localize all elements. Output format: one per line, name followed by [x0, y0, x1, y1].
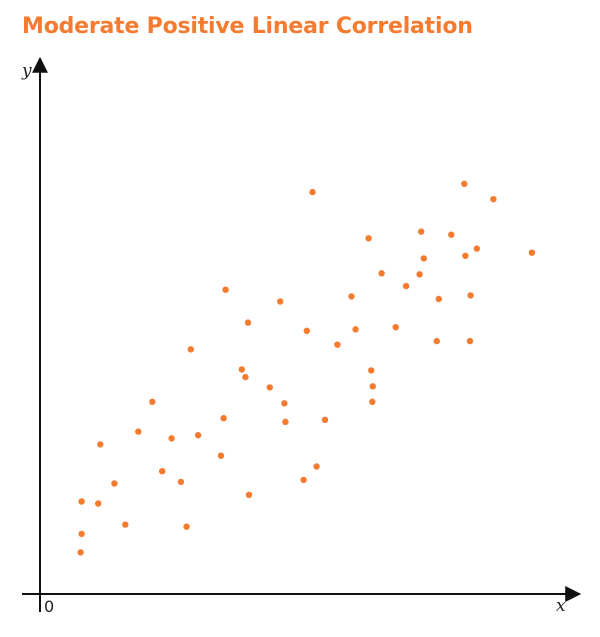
data-point-10 [159, 468, 166, 475]
data-point-17 [220, 415, 227, 422]
data-point-47 [448, 231, 455, 238]
data-point-54 [528, 249, 536, 256]
data-point-6 [111, 480, 118, 487]
data-point-31 [321, 416, 329, 423]
data-point-37 [369, 383, 376, 390]
data-point-33 [348, 293, 355, 300]
data-point-26 [282, 418, 289, 425]
y-axis-label: y [21, 61, 32, 81]
data-point-27 [300, 476, 307, 484]
data-point-50 [466, 337, 474, 345]
data-point-43 [418, 228, 425, 235]
data-point-51 [467, 292, 474, 299]
data-point-14 [187, 346, 194, 353]
data-point-28 [303, 327, 310, 334]
data-point-32 [334, 341, 341, 348]
data-point-42 [416, 271, 423, 278]
data-point-12 [177, 478, 185, 486]
data-point-18 [222, 286, 229, 293]
data-point-5 [97, 441, 104, 448]
data-point-49 [462, 252, 469, 259]
data-point-36 [368, 367, 375, 374]
data-point-4 [95, 500, 102, 507]
data-point-24 [277, 298, 284, 305]
x-axis-label: x [556, 596, 566, 616]
chart-title: Moderate Positive Linear Correlation [22, 14, 473, 39]
data-point-30 [313, 463, 320, 470]
data-point-8 [135, 428, 142, 435]
data-point-16 [217, 452, 225, 459]
data-point-21 [244, 319, 252, 326]
data-point-46 [435, 295, 442, 303]
data-point-7 [122, 521, 129, 528]
data-point-1 [77, 549, 84, 556]
data-point-22 [245, 491, 253, 498]
data-point-35 [365, 235, 372, 242]
data-point-3 [78, 498, 85, 505]
data-point-19 [238, 366, 245, 373]
data-point-48 [461, 180, 468, 187]
data-point-45 [433, 337, 440, 345]
data-point-53 [490, 196, 497, 203]
data-point-23 [266, 384, 273, 391]
data-point-40 [392, 324, 399, 331]
data-point-44 [420, 255, 427, 262]
points-group [77, 180, 536, 556]
data-point-13 [183, 523, 190, 530]
data-point-25 [281, 400, 288, 407]
origin-label: 0 [44, 597, 54, 616]
data-point-9 [149, 398, 156, 405]
data-point-15 [194, 432, 202, 439]
data-point-11 [168, 435, 175, 442]
data-point-52 [473, 245, 480, 252]
data-point-41 [402, 282, 410, 290]
data-point-29 [309, 188, 316, 196]
data-point-38 [369, 398, 376, 405]
data-point-2 [78, 530, 85, 538]
data-point-20 [242, 373, 249, 381]
data-point-39 [378, 270, 385, 277]
data-point-34 [352, 326, 359, 333]
